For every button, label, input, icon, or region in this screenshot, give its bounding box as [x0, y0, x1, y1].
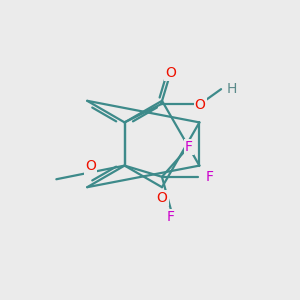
Text: H: H: [227, 82, 238, 96]
Text: O: O: [85, 159, 96, 173]
Text: F: F: [185, 140, 193, 154]
Text: O: O: [195, 98, 206, 112]
Text: F: F: [205, 170, 213, 184]
Text: O: O: [157, 191, 167, 205]
Text: F: F: [167, 210, 175, 224]
Text: O: O: [165, 65, 176, 80]
